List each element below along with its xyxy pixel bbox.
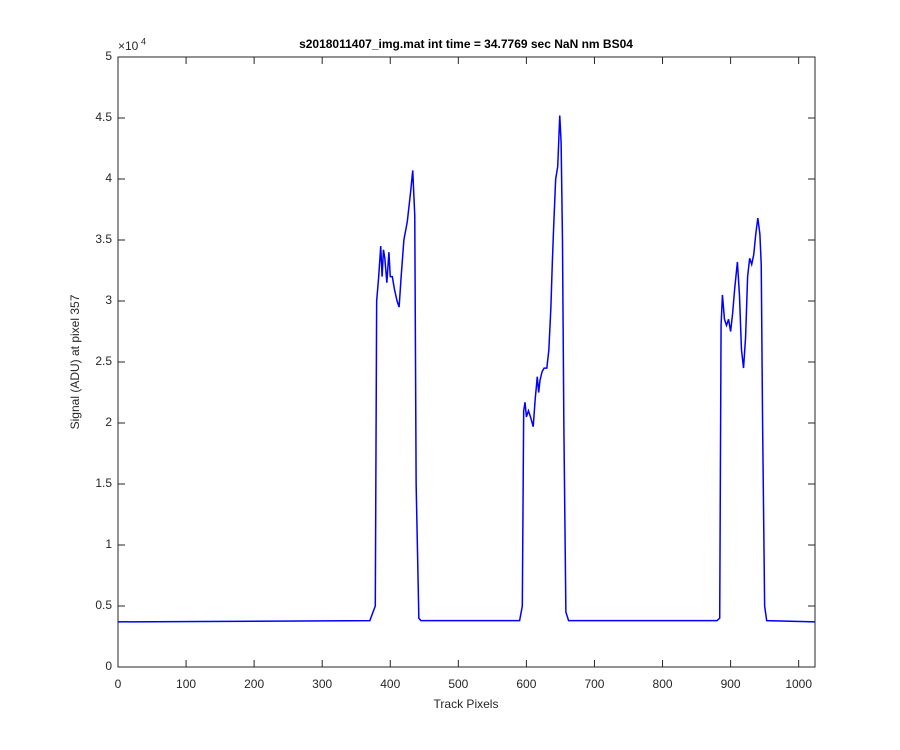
x-tick-label: 300 <box>312 677 332 691</box>
y-tick-label: 2.5 <box>95 354 112 368</box>
y-tick-label: 5 <box>105 49 112 63</box>
y-exponent-base: ×10 <box>118 39 139 53</box>
y-axis-label: Signal (ADU) at pixel 357 <box>68 294 82 429</box>
x-tick-label: 400 <box>380 677 400 691</box>
x-axis-label: Track Pixels <box>434 697 499 711</box>
x-tick-label: 800 <box>653 677 673 691</box>
x-tick-label: 100 <box>176 677 196 691</box>
y-tick-label: 0 <box>105 659 112 673</box>
y-tick-label: 4.5 <box>95 110 112 124</box>
y-tick-label: 3 <box>105 293 112 307</box>
y-tick-label: 4 <box>105 171 112 185</box>
data-line <box>117 115 816 623</box>
x-tick-label: 1000 <box>785 677 812 691</box>
plot-area <box>117 56 816 668</box>
y-exponent-power: 4 <box>141 36 146 46</box>
y-tick-label: 0.5 <box>95 598 112 612</box>
x-tick-label: 900 <box>721 677 741 691</box>
x-tick-label: 500 <box>448 677 468 691</box>
x-tick-label: 0 <box>115 677 122 691</box>
y-tick-label: 1.5 <box>95 476 112 490</box>
y-tick-label: 2 <box>105 415 112 429</box>
y-tick-label: 3.5 <box>95 232 112 246</box>
chart-title: s2018011407_img.mat int time = 34.7769 s… <box>299 37 633 51</box>
x-tick-label: 700 <box>584 677 604 691</box>
x-tick-label: 200 <box>244 677 264 691</box>
y-tick-label: 1 <box>105 537 112 551</box>
x-tick-label: 600 <box>516 677 536 691</box>
